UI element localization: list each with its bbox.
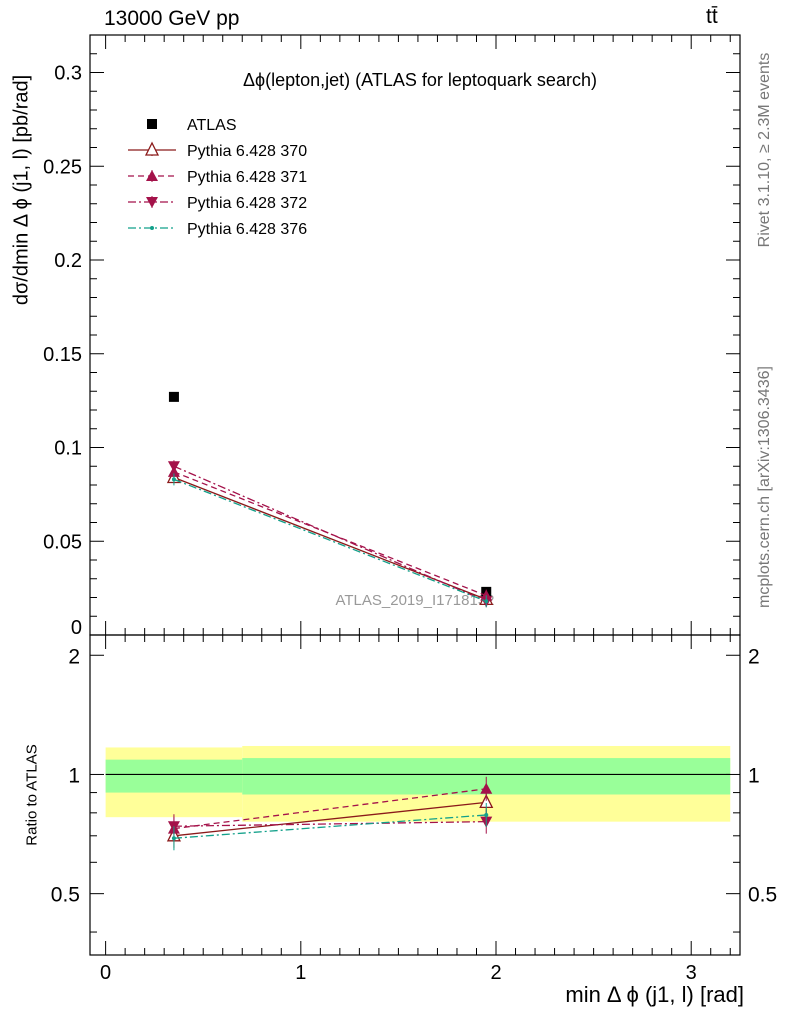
main-plot: 0 0.05 0.1 0.15 0.2 0.25 0.3 Δϕ(lepton,jet) (AT… <box>43 34 741 639</box>
legend-entry-1-marker <box>144 141 160 156</box>
legend-entry-2-label: Pythia 6.428 371 <box>187 169 307 186</box>
x-tick-label: 2 <box>490 962 501 984</box>
ratio-series-3-point <box>484 812 489 817</box>
chart-title: Δϕ(lepton,jet) (ATLAS for leptoquark sea… <box>243 70 597 90</box>
header-final-state-label: tt̄ <box>706 5 718 28</box>
ratio-series-3-line <box>173 814 487 839</box>
ratio-y-tick-label: 1 <box>68 764 80 787</box>
legend-entry-0-marker <box>147 119 157 129</box>
series-3-point <box>167 461 180 473</box>
legend-entry-1-label: Pythia 6.428 370 <box>187 143 307 160</box>
ratio-series-0-line <box>173 801 487 837</box>
analysis-watermark: ATLAS_2019_I1718132 <box>335 592 494 609</box>
main-y-tick-label: 0.25 <box>43 156 82 178</box>
legend-entry-3-label: Pythia 6.428 372 <box>187 195 307 212</box>
ratio-y-tick-label: 2 <box>68 645 80 668</box>
ratio-y-tick-label-right: 1 <box>748 764 760 787</box>
ratio-plot: 0.5 0.5 1 1 2 2 0 1 2 3 <box>51 634 777 984</box>
ratio-plot-frame <box>89 634 741 956</box>
legend-entry-0-label: ATLAS <box>187 117 237 134</box>
main-y-tick-label: 0 <box>71 617 82 639</box>
series-4-point <box>484 599 489 604</box>
ratio-series-1-point <box>480 782 493 794</box>
series-3-line <box>173 465 487 602</box>
ratio-series-2-line <box>173 821 487 827</box>
legend-entry-2-marker <box>146 170 158 181</box>
main-y-tick-label: 0.2 <box>54 250 82 272</box>
header-process-label: 13000 GeV pp <box>104 7 240 30</box>
main-y-tick-label: 0.1 <box>54 438 82 460</box>
ratio-series-3-point <box>171 836 176 841</box>
x-tick-label: 3 <box>686 962 697 984</box>
main-y-tick-label: 0.05 <box>43 531 82 553</box>
x-tick-label: 1 <box>295 962 306 984</box>
series-0-point <box>168 391 179 402</box>
series-4-line <box>173 478 487 602</box>
ratio-series-1-line <box>173 788 487 830</box>
series-2-line <box>173 471 487 597</box>
x-tick-label: 0 <box>100 962 111 984</box>
ratio-y-tick-label-right: 2 <box>748 645 760 668</box>
uncertainty-band-1 <box>105 759 243 793</box>
main-y-tick-label: 0.3 <box>54 63 82 85</box>
main-y-tick-label: 0.15 <box>43 344 82 366</box>
legend-entry-4-label: Pythia 6.428 376 <box>187 221 307 238</box>
ratio-y-tick-label: 0.5 <box>51 884 80 907</box>
ratio-y-tick-label-right: 0.5 <box>748 884 777 907</box>
x-axis-label: min Δ ϕ (j1, l) [rad] <box>565 982 744 1007</box>
legend-entry-3-marker <box>146 197 158 208</box>
series-4-point <box>171 477 176 482</box>
legend-entry-4-marker <box>150 226 154 230</box>
legend: ATLAS Pythia 6.428 370 Pythia 6.428 371 Pyt… <box>128 117 307 238</box>
